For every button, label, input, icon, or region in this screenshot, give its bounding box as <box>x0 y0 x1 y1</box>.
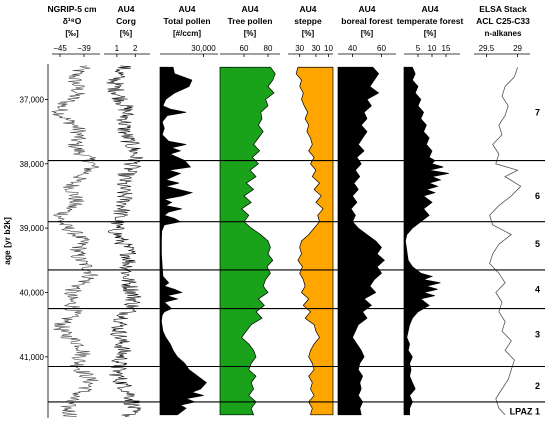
panel-header-3: AU4 Total pollen [#/ccm] 30,000 <box>160 4 218 57</box>
x-tick-label: −39 <box>77 44 91 53</box>
series-panel-7 <box>403 66 449 416</box>
zone-label: LPAZ 1 <box>510 407 540 417</box>
panel-header-6: AU4 boreal forest [%] 40 60 <box>338 4 396 57</box>
series-panel-2 <box>106 65 144 417</box>
panel-header-2: AU4 Corg [%]1 2 <box>104 4 150 57</box>
panel-title: AU4 <box>358 4 375 14</box>
panel-header-4: AU4 Tree pollen [%] 60 80 <box>220 4 280 57</box>
series-panel-8 <box>489 67 522 416</box>
panel-subtitle: steppe <box>294 16 322 26</box>
panel-title: AU4 <box>117 4 134 14</box>
x-tick-label: 30,000 <box>191 44 216 53</box>
panel-subtitle: Corg <box>116 16 136 26</box>
x-tick-label: 40 <box>348 44 357 53</box>
y-axis-label: age [yr b2k] <box>2 217 12 265</box>
panel-title: ELSA Stack <box>479 4 527 14</box>
x-tick-label: 1 <box>115 44 120 53</box>
panel-caption: n-alkanes <box>485 29 522 38</box>
x-tick-label: 30 <box>295 44 304 53</box>
series-line <box>106 65 144 417</box>
panel-header-1: NGRIP-5 cm δ¹⁸O [‰] −45 −39 <box>47 4 100 57</box>
panel-subtitle: δ¹⁸O <box>63 16 82 26</box>
panel-title: AU4 <box>421 4 438 14</box>
series-area <box>403 66 449 416</box>
x-tick-label: 60 <box>377 44 386 53</box>
y-tick-label: 38,000 <box>20 160 45 169</box>
x-tick-label: 29 <box>513 44 522 53</box>
y-tick-label: 39,000 <box>20 224 45 233</box>
zone-boundaries <box>48 159 545 403</box>
x-tick-label: 29.5 <box>479 44 495 53</box>
panel-unit: [‰] <box>65 29 79 38</box>
panel-title: NGRIP-5 cm <box>47 4 97 14</box>
series-line <box>489 67 522 416</box>
panel-unit: [%] <box>361 29 374 38</box>
series-panel-4 <box>219 66 276 416</box>
x-tick-label: 80 <box>264 44 273 53</box>
series-area <box>295 66 334 416</box>
x-tick-label: −45 <box>53 44 67 53</box>
series-panel-5 <box>295 66 334 416</box>
series-panel-3 <box>159 66 207 416</box>
x-tick-label: 15 <box>442 44 451 53</box>
panel-unit: [%] <box>302 29 315 38</box>
series-line <box>51 65 100 417</box>
panel-unit: [%] <box>120 29 133 38</box>
panel-subtitle: Total pollen <box>163 16 210 26</box>
series-panel-6 <box>337 66 385 416</box>
panel-unit: [%] <box>244 29 257 38</box>
x-tick-label: 10 <box>324 44 333 53</box>
panel-subtitle: Tree pollen <box>228 16 273 26</box>
series-area <box>219 66 276 416</box>
panel-title: AU4 <box>178 4 195 14</box>
panel-subtitle: temperate forest <box>397 16 464 26</box>
panel-title: AU4 <box>299 4 316 14</box>
y-tick-label: 41,000 <box>20 353 45 362</box>
zone-label: 4 <box>535 284 540 294</box>
x-tick-label: 60 <box>240 44 249 53</box>
panel-unit: [%] <box>424 29 437 38</box>
y-axis: 37,000 38,000 39,000 40,000 41,000 age [yr b2… <box>2 64 49 418</box>
y-tick-label: 37,000 <box>20 95 45 104</box>
series-panel-1 <box>51 65 100 417</box>
zone-label: 5 <box>535 239 540 249</box>
y-tick-label: 40,000 <box>20 288 45 297</box>
x-tick-label: 2 <box>133 44 138 53</box>
panel-header-8: ELSA Stack ACL C25-C33 n-alkanes 29.5 29 <box>474 4 530 57</box>
x-tick-label: 30 <box>311 44 320 53</box>
series-area <box>159 66 207 416</box>
panel-header-7: AU4 temperate forest [%]5 10 15 <box>397 4 464 57</box>
zone-label: 6 <box>535 191 540 201</box>
x-tick-label: 10 <box>428 44 437 53</box>
panel-header-5: AU4 steppe [%] 30 30 10 <box>288 4 333 57</box>
panel-title: AU4 <box>241 4 258 14</box>
panel-unit: [#/ccm] <box>173 29 201 38</box>
zone-label: 3 <box>535 329 540 339</box>
x-tick-label: 5 <box>416 44 421 53</box>
panel-subtitle: boreal forest <box>341 16 393 26</box>
series-area <box>337 66 385 416</box>
zone-label: 7 <box>535 107 540 117</box>
panel-subtitle: ACL C25-C33 <box>476 16 530 26</box>
zone-label: 2 <box>535 381 540 391</box>
